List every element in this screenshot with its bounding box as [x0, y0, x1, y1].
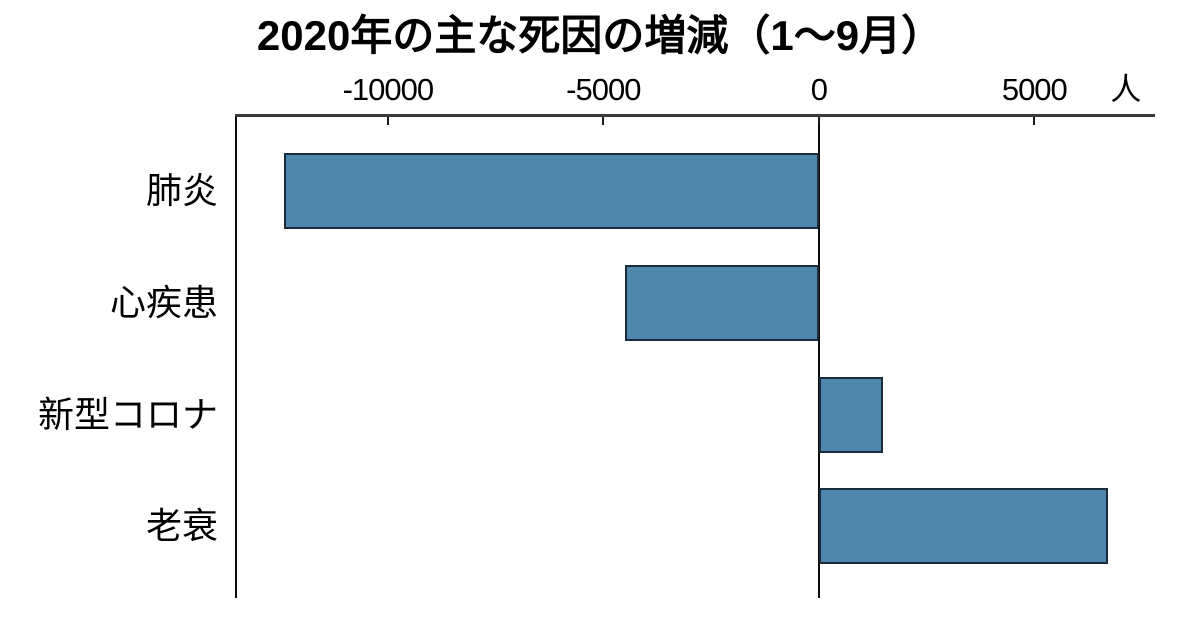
x-axis-tick [386, 117, 389, 125]
x-axis-line [235, 114, 1155, 117]
category-label: 肺炎 [145, 169, 218, 211]
x-axis-tick-label: 0 [810, 72, 828, 107]
y-axis-line [235, 117, 237, 598]
x-axis-tick-label: -10000 [342, 72, 435, 107]
x-axis-tick-label: 5000 [1001, 72, 1068, 107]
axis-unit-label: 人 [1110, 72, 1142, 107]
zero-line [817, 117, 820, 598]
x-axis-tick [1033, 117, 1036, 125]
chart-title: 2020年の主な死因の増減（1～9月） [256, 12, 944, 59]
category-label: 心疾患 [109, 281, 218, 323]
x-axis-tick-label: -5000 [566, 72, 641, 107]
bar [818, 376, 884, 453]
category-label: 老衰 [145, 505, 218, 547]
x-axis-tick [817, 117, 820, 125]
category-label: 新型コロナ [37, 393, 218, 435]
x-axis-tick [602, 117, 605, 125]
bar [818, 488, 1108, 565]
bar [284, 152, 819, 229]
bar [624, 264, 819, 341]
